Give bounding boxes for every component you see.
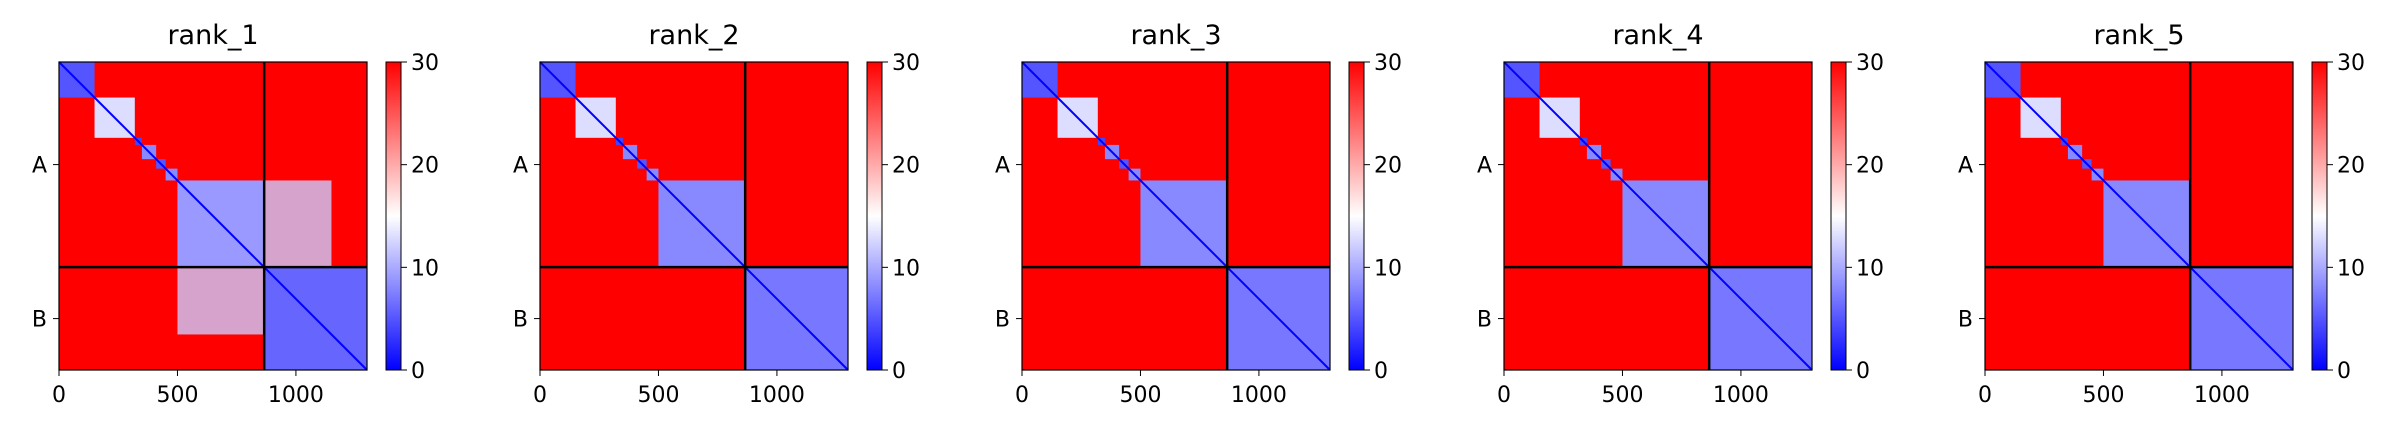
axes-frame: [1503, 61, 1813, 371]
colorbar: [1348, 61, 1365, 371]
colorbar-tick-label: 10: [1374, 256, 1402, 281]
panel-rank_3: rank_3 0 500 1000 A B 0 10 20 30: [995, 20, 1402, 408]
chain-label: A: [513, 154, 528, 179]
chain-label: B: [995, 308, 1010, 333]
chain-label: B: [1958, 308, 1973, 333]
x-tick-label: 0: [52, 383, 66, 408]
diagonal-line: [1503, 61, 1813, 371]
panel-rank_5: rank_5 0 500 1000 A B 0 10 20 30: [1958, 20, 2365, 408]
chain-label: A: [32, 154, 47, 179]
axes-frame: [58, 61, 368, 371]
panel-rank_4: rank_4 0 500 1000 A B 0 10 20 30: [1477, 20, 1884, 408]
panel-title: rank_4: [1612, 20, 1703, 51]
colorbar-tick-label: 0: [411, 359, 425, 384]
diagonal-line: [1021, 61, 1331, 371]
colorbar-tick-label: 20: [2337, 154, 2365, 179]
colorbar: [1830, 61, 1847, 371]
panel-title: rank_5: [2093, 20, 2184, 51]
axes-frame: [1021, 61, 1331, 371]
colorbar: [385, 61, 402, 371]
x-tick-label: 0: [533, 383, 547, 408]
colorbar-tick-label: 30: [1374, 51, 1402, 76]
diagonal-line: [58, 61, 368, 371]
colorbar-tick-label: 10: [892, 256, 920, 281]
x-tick-label: 500: [1119, 383, 1161, 408]
axes-frame: [539, 61, 849, 371]
x-tick-label: 0: [1015, 383, 1029, 408]
colorbar-tick-label: 20: [892, 154, 920, 179]
diagonal-line: [1984, 61, 2294, 371]
chain-label: B: [1477, 308, 1492, 333]
x-tick-label: 1000: [749, 383, 805, 408]
panel-title: rank_2: [648, 20, 739, 51]
x-tick-label: 500: [2082, 383, 2124, 408]
axes-frame: [1984, 61, 2294, 371]
x-tick-label: 1000: [1231, 383, 1287, 408]
colorbar-tick-label: 20: [1856, 154, 1884, 179]
colorbar-tick-label: 20: [411, 154, 439, 179]
panel-title: rank_3: [1130, 20, 1221, 51]
diagonal-line: [539, 61, 849, 371]
colorbar-tick-label: 10: [411, 256, 439, 281]
colorbar-tick-label: 0: [2337, 359, 2351, 384]
chain-label: B: [32, 308, 47, 333]
panel-rank_1: rank_1 0 500 1000 A B 0 10 20 30: [32, 20, 439, 408]
x-tick-label: 500: [156, 383, 198, 408]
colorbar-tick-label: 0: [892, 359, 906, 384]
offdiag-block: [264, 180, 332, 268]
colorbar: [2311, 61, 2328, 371]
colorbar-tick-label: 0: [1374, 359, 1388, 384]
x-tick-label: 1000: [1713, 383, 1769, 408]
chain-label: A: [1958, 154, 1973, 179]
x-tick-label: 1000: [2194, 383, 2250, 408]
panel-title: rank_1: [167, 20, 258, 51]
colorbar-tick-label: 0: [1856, 359, 1870, 384]
panel-rank_2: rank_2 0 500 1000 A B 0 10 20 30: [513, 20, 920, 408]
colorbar-tick-label: 10: [2337, 256, 2365, 281]
chain-label: A: [1477, 154, 1492, 179]
colorbar-tick-label: 30: [892, 51, 920, 76]
colorbar-tick-label: 20: [1374, 154, 1402, 179]
chain-label: B: [513, 308, 528, 333]
x-tick-label: 500: [637, 383, 679, 408]
x-tick-label: 1000: [268, 383, 324, 408]
colorbar-tick-label: 10: [1856, 256, 1884, 281]
offdiag-block: [177, 267, 265, 335]
chain-label: A: [995, 154, 1010, 179]
colorbar-tick-label: 30: [411, 51, 439, 76]
x-tick-label: 0: [1497, 383, 1511, 408]
colorbar: [866, 61, 883, 371]
colorbar-tick-label: 30: [2337, 51, 2365, 76]
x-tick-label: 500: [1601, 383, 1643, 408]
x-tick-label: 0: [1978, 383, 1992, 408]
colorbar-tick-label: 30: [1856, 51, 1884, 76]
